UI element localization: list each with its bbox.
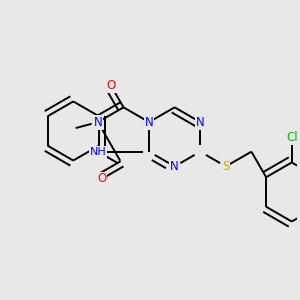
Text: Cl: Cl <box>286 131 298 144</box>
Text: O: O <box>106 79 116 92</box>
Text: O: O <box>97 172 106 185</box>
Text: NH: NH <box>89 147 106 157</box>
Text: S: S <box>222 160 230 173</box>
Text: N: N <box>94 116 102 129</box>
Text: N: N <box>170 160 179 173</box>
Text: N: N <box>196 116 205 129</box>
Text: N: N <box>145 116 153 129</box>
